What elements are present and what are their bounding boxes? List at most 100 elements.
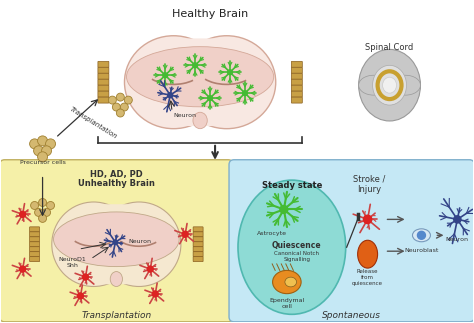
Text: Spontaneous: Spontaneous	[322, 311, 381, 320]
FancyBboxPatch shape	[98, 67, 109, 73]
Ellipse shape	[358, 240, 378, 268]
Text: Transplantation: Transplantation	[81, 311, 152, 320]
Ellipse shape	[97, 202, 181, 287]
FancyBboxPatch shape	[193, 227, 203, 232]
Ellipse shape	[125, 36, 223, 129]
Circle shape	[116, 93, 124, 101]
Circle shape	[29, 139, 40, 149]
FancyBboxPatch shape	[98, 91, 109, 97]
FancyBboxPatch shape	[0, 160, 233, 322]
Circle shape	[163, 73, 168, 78]
FancyBboxPatch shape	[93, 204, 139, 284]
FancyBboxPatch shape	[29, 237, 40, 242]
Text: Unhealthy Brain: Unhealthy Brain	[78, 179, 155, 188]
FancyBboxPatch shape	[98, 79, 109, 85]
FancyBboxPatch shape	[29, 227, 40, 232]
Circle shape	[193, 63, 198, 68]
Circle shape	[38, 199, 46, 206]
Ellipse shape	[359, 49, 420, 121]
Circle shape	[120, 103, 128, 111]
FancyBboxPatch shape	[29, 252, 40, 257]
FancyBboxPatch shape	[29, 242, 40, 247]
FancyBboxPatch shape	[292, 97, 302, 103]
Ellipse shape	[54, 212, 179, 266]
Text: Ependymal
cell: Ependymal cell	[269, 298, 304, 309]
FancyBboxPatch shape	[193, 242, 203, 247]
Circle shape	[112, 103, 120, 111]
Circle shape	[43, 208, 51, 216]
Ellipse shape	[285, 277, 297, 287]
Ellipse shape	[273, 270, 301, 294]
Text: Transplantation: Transplantation	[69, 106, 118, 140]
FancyBboxPatch shape	[292, 67, 302, 73]
FancyBboxPatch shape	[29, 247, 40, 252]
FancyBboxPatch shape	[98, 97, 109, 103]
Circle shape	[124, 96, 132, 104]
Circle shape	[228, 70, 232, 75]
Text: Release
from
quiescence: Release from quiescence	[352, 269, 383, 286]
Circle shape	[147, 266, 153, 272]
FancyBboxPatch shape	[229, 160, 474, 322]
FancyBboxPatch shape	[292, 61, 302, 67]
Ellipse shape	[110, 272, 122, 287]
Circle shape	[243, 91, 247, 96]
Text: HD, AD, PD: HD, AD, PD	[90, 170, 143, 179]
Circle shape	[168, 93, 173, 98]
Circle shape	[19, 266, 26, 272]
Ellipse shape	[127, 47, 273, 107]
FancyBboxPatch shape	[292, 85, 302, 91]
Text: Precursor cells: Precursor cells	[19, 160, 65, 165]
Text: Canonical Notch
Signalling: Canonical Notch Signalling	[274, 251, 319, 262]
Circle shape	[109, 96, 116, 104]
Circle shape	[364, 215, 372, 224]
FancyBboxPatch shape	[193, 232, 203, 237]
Circle shape	[77, 293, 83, 299]
Text: Neuroblast: Neuroblast	[404, 248, 438, 253]
Ellipse shape	[193, 112, 207, 129]
Circle shape	[19, 212, 26, 217]
Circle shape	[454, 216, 461, 223]
FancyBboxPatch shape	[98, 73, 109, 79]
FancyBboxPatch shape	[193, 252, 203, 257]
Circle shape	[208, 96, 212, 100]
Circle shape	[37, 152, 47, 162]
FancyBboxPatch shape	[29, 232, 40, 237]
Circle shape	[152, 291, 158, 297]
Ellipse shape	[412, 229, 430, 242]
Ellipse shape	[359, 75, 389, 95]
Ellipse shape	[373, 65, 407, 105]
Circle shape	[42, 146, 52, 156]
Circle shape	[35, 208, 43, 216]
FancyBboxPatch shape	[29, 257, 40, 262]
Circle shape	[116, 109, 124, 117]
Circle shape	[38, 214, 46, 222]
Circle shape	[113, 240, 118, 245]
FancyBboxPatch shape	[98, 61, 109, 67]
FancyBboxPatch shape	[292, 79, 302, 85]
Circle shape	[31, 202, 38, 209]
FancyBboxPatch shape	[193, 237, 203, 242]
FancyBboxPatch shape	[98, 85, 109, 91]
Ellipse shape	[383, 77, 397, 93]
Ellipse shape	[391, 75, 420, 95]
Text: Quiescence: Quiescence	[272, 241, 322, 250]
Text: NeuroD1
Shh: NeuroD1 Shh	[59, 257, 86, 268]
Circle shape	[280, 205, 288, 214]
Text: Steady state: Steady state	[262, 181, 322, 190]
Circle shape	[46, 139, 55, 149]
FancyBboxPatch shape	[292, 91, 302, 97]
Ellipse shape	[178, 36, 276, 129]
Text: Spinal Cord: Spinal Cord	[365, 43, 414, 52]
Circle shape	[82, 274, 89, 280]
Circle shape	[34, 146, 44, 156]
FancyBboxPatch shape	[173, 38, 227, 126]
Ellipse shape	[238, 180, 346, 314]
FancyBboxPatch shape	[193, 247, 203, 252]
Text: Astrocyte: Astrocyte	[257, 231, 287, 236]
FancyBboxPatch shape	[193, 257, 203, 262]
Circle shape	[182, 231, 188, 237]
Circle shape	[46, 202, 55, 209]
Text: Stroke /
Injury: Stroke / Injury	[354, 175, 386, 194]
Text: Neuron: Neuron	[173, 113, 196, 118]
Circle shape	[37, 136, 47, 146]
